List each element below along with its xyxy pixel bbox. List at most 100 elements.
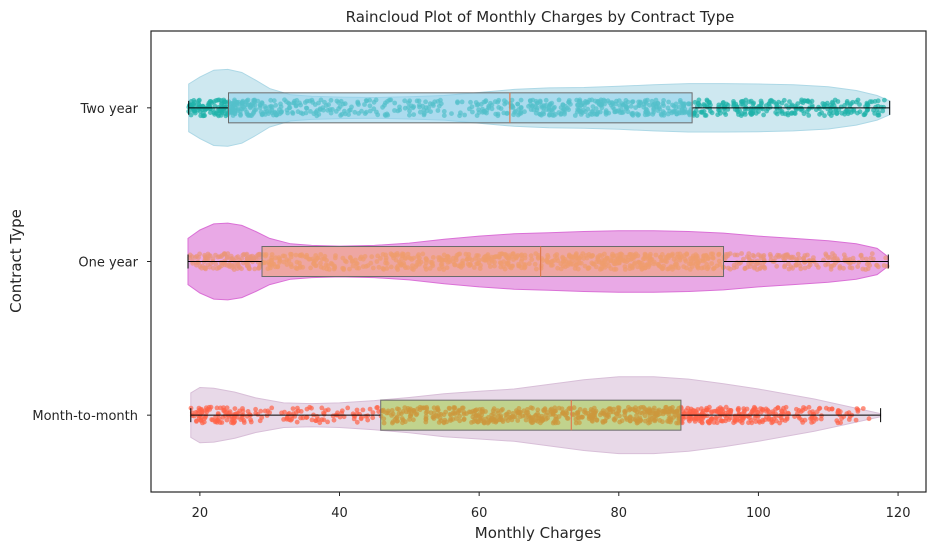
rain-point [802,260,807,265]
rain-point [776,99,781,105]
rain-point [789,255,795,261]
rain-point [866,416,872,422]
rain-point [804,98,810,104]
x-axis-label: Monthly Charges [475,524,602,542]
series-one-year [187,222,890,301]
rain-point [196,98,202,104]
rain-point [357,411,362,417]
rain-point [731,100,737,106]
rain-point [365,417,371,423]
y-axis-label: Contract Type [7,209,25,313]
rain-point [235,261,241,267]
rain-point [766,416,772,421]
rain-point [370,415,376,421]
rain-point [213,414,219,420]
rain-point [817,405,823,411]
rain-point [784,416,790,422]
rain-point [331,417,337,423]
rain-point [208,110,213,115]
rain-point [190,260,196,266]
rain-point [731,265,737,271]
rain-point [850,99,856,105]
rain-point [727,266,733,272]
plot-area [186,68,891,455]
rain-point [841,252,847,258]
rain-point [742,106,748,111]
rain-point [229,413,235,419]
rain-point [766,412,772,417]
rain-point [774,263,780,269]
rain-point [738,113,744,118]
rain-point [323,408,328,413]
rain-point [728,409,733,415]
rain-point [258,408,264,414]
rain-point [218,254,224,260]
rain-point [733,419,738,424]
rain-point [214,405,220,411]
rain-point [757,104,763,110]
rain-point [244,263,250,269]
rain-point [708,102,713,108]
rain-point [720,418,726,424]
x-tick-label: 40 [331,506,348,521]
rain-point [200,263,205,269]
rain-point [757,419,762,425]
x-tick-label: 60 [471,506,488,521]
rain-point [704,103,710,108]
rain-point [205,407,210,412]
rain-point [304,414,310,420]
rain-point [188,405,194,411]
rain-point [855,264,861,269]
rain-point [784,252,789,258]
rain-point [748,112,754,117]
rain-point [217,420,223,425]
rain-point [869,251,875,257]
rain-point [782,264,787,270]
rain-point [715,406,721,412]
rain-point [746,420,751,426]
rain-point [811,412,817,417]
rain-point [883,255,889,261]
rain-point [758,255,764,261]
box [380,399,682,431]
rain-point [830,257,836,262]
rain-point [339,408,345,414]
rain-point [786,266,792,272]
rain-point [714,416,719,421]
rain-point [845,258,851,263]
x-tick-label: 20 [192,506,209,521]
rain-point [722,110,727,115]
rain-point [235,414,240,420]
rain-point [240,408,246,414]
rain-point [194,253,200,259]
rain-point [222,258,228,264]
rain-point [358,416,364,422]
rain-point [709,416,714,422]
rain-point [315,417,321,422]
rain-point [309,405,314,411]
rain-point [800,100,806,106]
rain-point [874,107,880,112]
rain-point [773,110,779,115]
rain-point [753,110,759,116]
rain-point [874,262,880,268]
box [228,92,693,124]
rain-point [732,252,738,258]
x-tick-label: 100 [746,506,771,521]
rain-point [255,412,261,417]
rain-point [798,266,804,272]
rain-point [354,407,360,413]
rain-point [802,417,808,423]
rain-point [727,251,733,256]
rain-point [295,405,300,411]
rain-point [188,112,194,118]
rain-point [825,261,831,267]
rain-point [822,101,828,107]
rain-point [289,416,295,422]
rain-point [747,264,753,269]
rain-point [823,253,829,258]
rain-point [793,107,799,113]
rain-point [842,103,847,108]
rain-point [253,406,258,412]
rain-point [841,265,846,271]
